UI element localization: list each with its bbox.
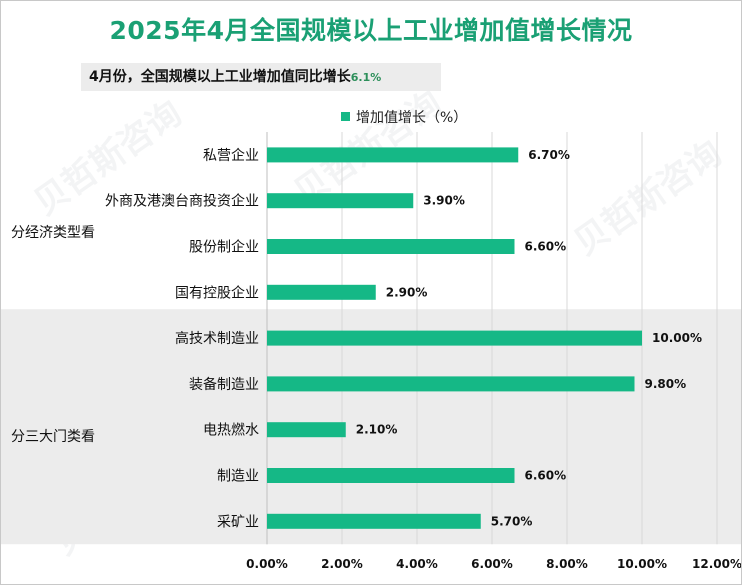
x-tick-label: 4.00% [396,557,438,571]
x-tick-label: 0.00% [246,557,288,571]
data-label: 6.60% [525,240,567,254]
category-label: 股份制企业 [189,239,259,256]
x-tick-label: 6.00% [471,557,513,571]
category-label: 国有控股企业 [175,284,259,301]
group-label-three-sectors: 分三大门类看 [11,429,95,445]
data-label: 10.00% [652,331,702,345]
data-label: 3.90% [423,194,465,208]
data-label: 2.10% [356,423,398,437]
bar [267,422,346,438]
category-label: 私营企业 [203,147,259,164]
summary-value: 6.1% [350,71,382,84]
summary-banner: 4月份，全国规模以上工业增加值同比增长6.1% [81,63,441,91]
x-tick-label: 2.00% [321,557,363,571]
group-label-economic-type: 分经济类型看 [11,225,95,241]
bar [267,193,414,209]
bar [267,376,635,392]
data-label: 6.70% [528,148,570,162]
summary-text: 4月份，全国规模以上工业增加值同比增长 [89,69,351,85]
x-tick-label: 8.00% [546,557,588,571]
data-label: 5.70% [491,514,533,528]
category-label: 电热燃水 [203,422,259,439]
bar [267,468,515,483]
group-background [1,309,741,545]
bar [267,147,519,163]
bar [267,513,481,529]
data-label: 2.90% [386,285,428,299]
legend: 增加值增长（%） [341,107,467,127]
x-tick-label: 12.00% [692,557,741,571]
category-label: 高技术制造业 [175,330,259,347]
bar [267,284,376,300]
data-label: 9.80% [645,377,687,391]
category-label: 外商及港澳台商投资企业 [105,193,259,210]
bar [267,239,515,254]
legend-swatch [341,112,350,121]
chart-title: 2025年4月全国规模以上工业增加值增长情况 [109,16,633,45]
bar [267,330,642,346]
data-label: 6.60% [525,469,567,483]
x-tick-label: 10.00% [617,557,667,571]
category-label: 装备制造业 [189,376,259,393]
category-label: 采矿业 [217,514,259,530]
category-label: 制造业 [217,469,259,485]
legend-label: 增加值增长（%） [356,110,468,126]
